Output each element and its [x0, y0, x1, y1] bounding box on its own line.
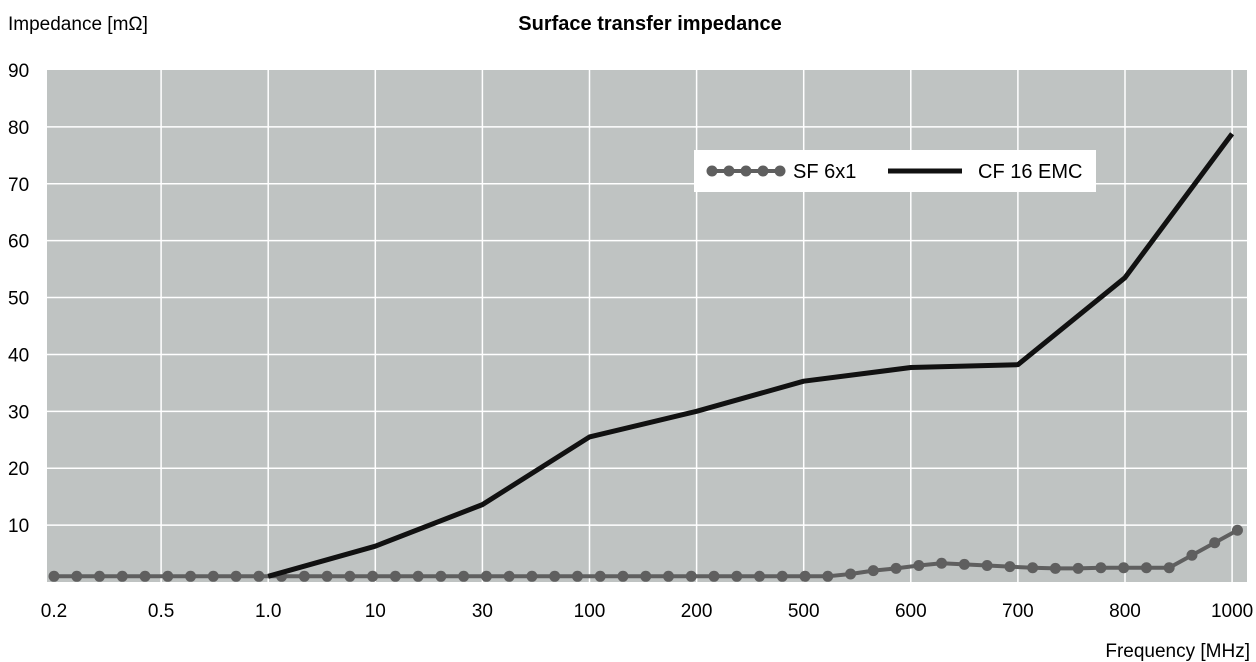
legend-cf-label: CF 16 EMC [978, 161, 1082, 183]
data-point-sf-6x1 [207, 570, 219, 582]
x-tick-label: 700 [1002, 601, 1034, 622]
data-point-sf-6x1 [412, 570, 424, 582]
data-point-sf-6x1 [958, 558, 970, 570]
data-point-sf-6x1 [1027, 562, 1039, 574]
data-point-sf-6x1 [344, 570, 356, 582]
data-point-sf-6x1 [981, 560, 993, 572]
x-axis-label: Frequency [MHz] [1105, 641, 1250, 662]
data-point-sf-6x1 [822, 570, 834, 582]
x-tick-label: 200 [681, 601, 713, 622]
y-tick-label: 90 [8, 61, 29, 82]
y-tick-label: 40 [8, 345, 29, 366]
y-tick-label: 30 [8, 402, 29, 423]
data-point-sf-6x1 [48, 570, 60, 582]
data-point-sf-6x1 [1004, 561, 1016, 573]
data-point-sf-6x1 [1186, 549, 1198, 561]
data-point-sf-6x1 [1072, 562, 1084, 574]
data-point-sf-6x1 [1163, 562, 1175, 574]
y-tick-label: 50 [8, 289, 29, 310]
data-point-sf-6x1 [549, 570, 561, 582]
x-tick-label: 10 [365, 601, 386, 622]
data-point-sf-6x1 [1118, 562, 1130, 574]
legend-sf-label: SF 6x1 [793, 161, 856, 183]
data-point-sf-6x1 [640, 570, 652, 582]
y-axis-ticks: 10 20 30 40 50 60 70 80 90 [8, 61, 29, 537]
data-point-sf-6x1 [458, 570, 470, 582]
data-point-sf-6x1 [571, 570, 583, 582]
data-point-sf-6x1 [754, 570, 766, 582]
data-point-sf-6x1 [139, 570, 151, 582]
data-point-sf-6x1 [116, 570, 128, 582]
data-point-sf-6x1 [230, 570, 242, 582]
series-line-cf-16-emc [267, 132, 1235, 579]
x-tick-label: 800 [1109, 601, 1141, 622]
data-point-sf-6x1 [71, 570, 83, 582]
data-point-sf-6x1 [526, 570, 538, 582]
y-tick-label: 10 [8, 516, 29, 537]
data-point-sf-6x1 [731, 570, 743, 582]
data-point-sf-6x1 [1140, 562, 1152, 574]
data-point-sf-6x1 [936, 557, 948, 569]
data-point-sf-6x1 [799, 570, 811, 582]
data-point-sf-6x1 [253, 570, 265, 582]
legend-sf-marker [774, 165, 786, 177]
data-point-sf-6x1 [94, 570, 106, 582]
data-point-sf-6x1 [321, 570, 333, 582]
legend-sf-marker [740, 165, 752, 177]
y-tick-label: 20 [8, 459, 29, 480]
y-tick-label: 70 [8, 175, 29, 196]
data-point-sf-6x1 [845, 568, 857, 580]
data-point-sf-6x1 [480, 570, 492, 582]
y-tick-label: 80 [8, 118, 29, 139]
legend-sf-marker [723, 165, 735, 177]
x-axis-ticks: 0.2 0.5 1.0 10 30 100 200 500 600 700 800 1000 [41, 601, 1253, 622]
data-point-sf-6x1 [662, 570, 674, 582]
data-point-sf-6x1 [594, 570, 606, 582]
data-point-sf-6x1 [1231, 524, 1243, 536]
data-point-sf-6x1 [435, 570, 447, 582]
data-point-sf-6x1 [1209, 537, 1221, 549]
legend-sf-marker [706, 165, 718, 177]
data-point-sf-6x1 [1095, 562, 1107, 574]
data-point-sf-6x1 [890, 562, 902, 574]
data-point-sf-6x1 [708, 570, 720, 582]
data-point-sf-6x1 [617, 570, 629, 582]
legend-sf-markers [706, 165, 786, 177]
legend-sf-marker [757, 165, 769, 177]
legend: SF 6x1 CF 16 EMC [694, 150, 1096, 192]
x-tick-label: 600 [895, 601, 927, 622]
data-point-sf-6x1 [503, 570, 515, 582]
x-tick-label: 1000 [1211, 601, 1253, 622]
data-point-sf-6x1 [685, 570, 697, 582]
data-point-sf-6x1 [185, 570, 197, 582]
x-tick-label: 0.2 [41, 601, 67, 622]
y-axis-label: Impedance [mΩ] [8, 14, 148, 35]
x-tick-label: 30 [472, 601, 493, 622]
y-tick-label: 60 [8, 232, 29, 253]
x-tick-label: 1.0 [255, 601, 281, 622]
chart-title: Surface transfer impedance [518, 13, 781, 35]
data-point-sf-6x1 [1049, 562, 1061, 574]
data-point-sf-6x1 [389, 570, 401, 582]
x-tick-label: 500 [788, 601, 820, 622]
x-tick-label: 100 [574, 601, 606, 622]
data-point-sf-6x1 [298, 570, 310, 582]
data-point-sf-6x1 [913, 560, 925, 572]
data-point-sf-6x1 [367, 570, 379, 582]
data-point-sf-6x1 [776, 570, 788, 582]
data-point-sf-6x1 [867, 565, 879, 577]
x-tick-label: 0.5 [148, 601, 174, 622]
series-layer [48, 132, 1243, 582]
data-point-sf-6x1 [162, 570, 174, 582]
